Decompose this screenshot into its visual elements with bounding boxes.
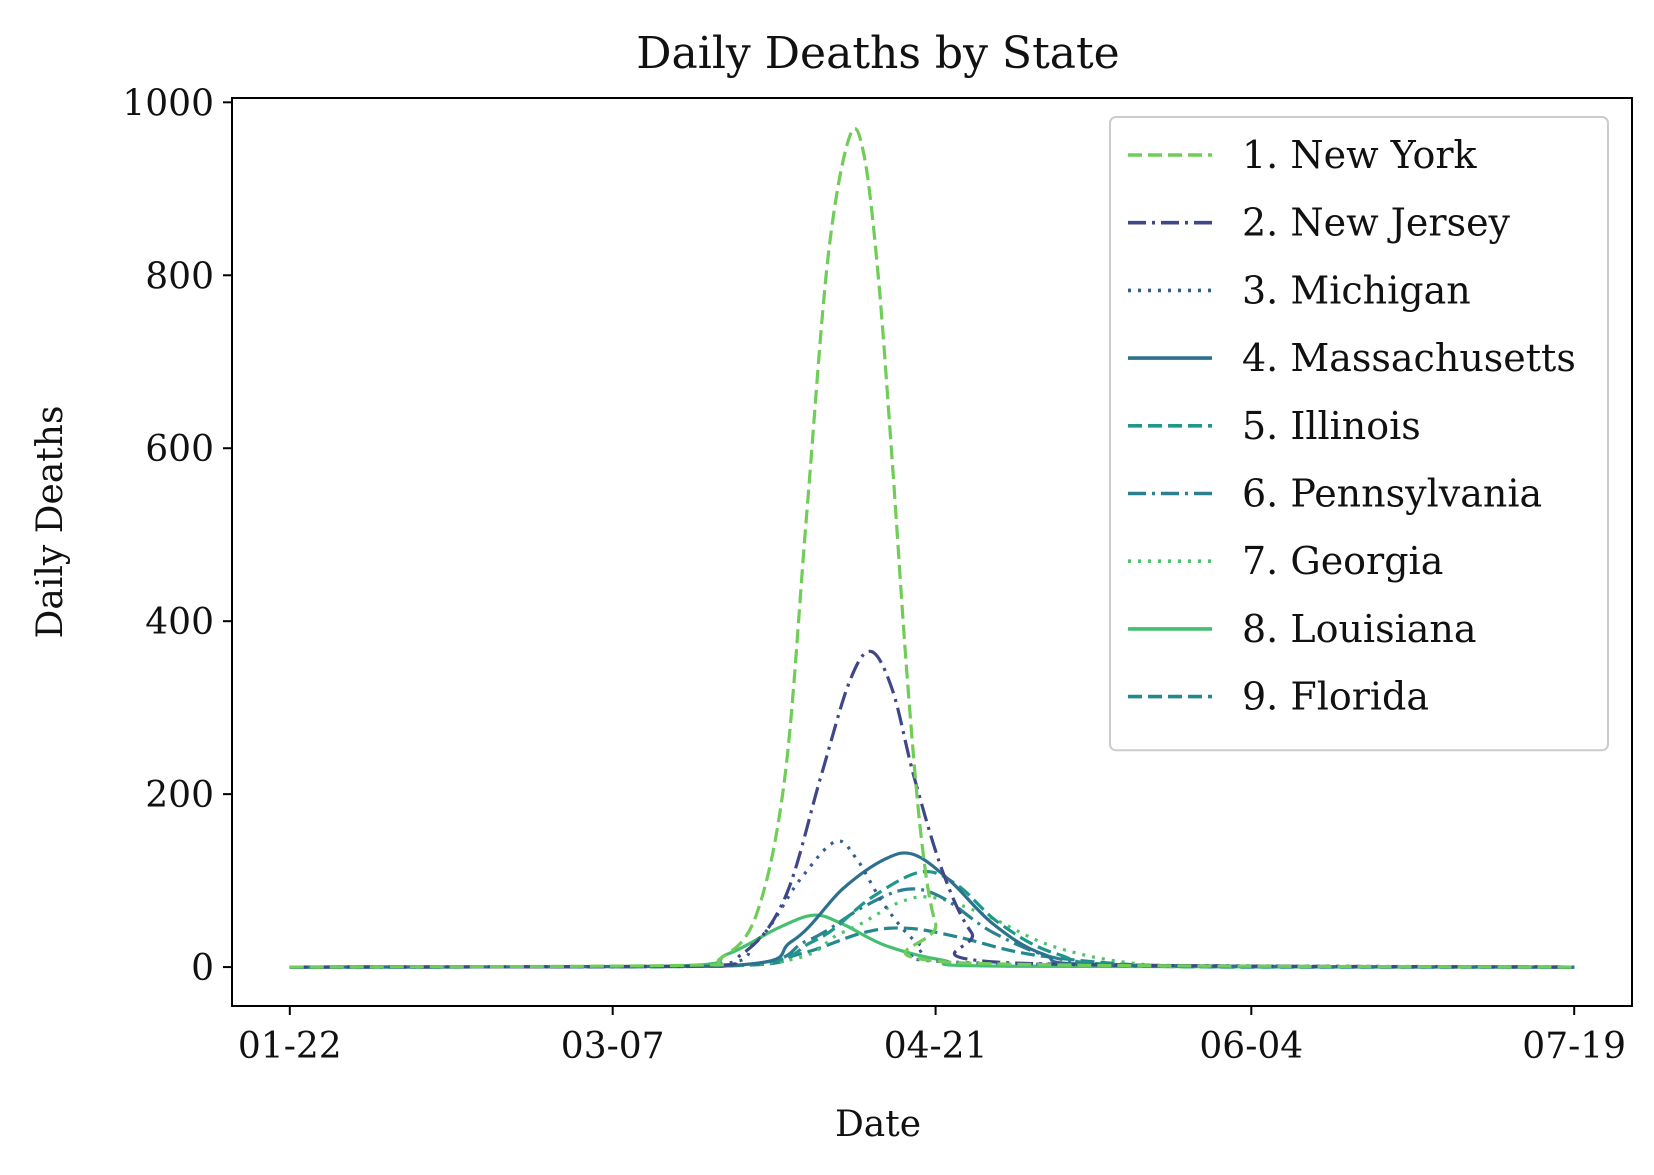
legend-item: 8. Louisiana: [1128, 607, 1477, 651]
series-line-2: [289, 649, 1575, 969]
legend-item: 9. Florida: [1128, 675, 1429, 719]
plot-frame: [231, 97, 1633, 1007]
y-tick-label: 800: [145, 256, 214, 297]
x-tick-label: 06-04: [1199, 1026, 1303, 1067]
legend-item: 6. Pennsylvania: [1128, 472, 1542, 516]
legend-label: 1. New York: [1242, 133, 1478, 177]
legend-label: 2. New Jersey: [1242, 201, 1511, 245]
x-tick-label: 04-21: [884, 1026, 988, 1067]
legend-item: 5. Illinois: [1128, 404, 1421, 448]
x-tick-label: 07-19: [1522, 1026, 1626, 1067]
x-tick-label: 03-07: [561, 1026, 665, 1067]
x-tick-label: 01-22: [238, 1026, 342, 1067]
legend-label: 6. Pennsylvania: [1242, 472, 1542, 516]
legend-label: 5. Illinois: [1242, 404, 1421, 448]
y-tick-label: 1000: [122, 83, 214, 124]
legend-item: 2. New Jersey: [1128, 201, 1511, 245]
legend-label: 7. Georgia: [1242, 539, 1443, 583]
x-axis-label: Date: [835, 1104, 921, 1145]
legend: 1. New York 2. New Jersey 3. Michigan 4. Ma…: [1109, 116, 1609, 752]
series-line-1: [289, 127, 1575, 969]
legend-label: 9. Florida: [1242, 675, 1429, 719]
series-layer: [289, 127, 1575, 969]
legend-label: 4. Massachusetts: [1242, 336, 1576, 380]
y-tick-label: 400: [145, 602, 214, 643]
legend-item: 1. New York: [1128, 133, 1478, 177]
legend-item: 7. Georgia: [1128, 539, 1443, 583]
legend-item: 4. Massachusetts: [1128, 336, 1576, 380]
legend-item: 3. Michigan: [1128, 268, 1471, 312]
y-tick-label: 0: [191, 948, 214, 989]
y-tick-label: 200: [145, 775, 214, 816]
legend-box: [1109, 116, 1609, 752]
axes-layer: 0 200 400 600 800 1000 01-22 03-07 04-21 06-04 07-…: [122, 83, 1633, 1067]
y-tick-label: 600: [145, 429, 214, 470]
legend-label: 8. Louisiana: [1242, 607, 1477, 651]
legend-label: 3. Michigan: [1242, 268, 1471, 312]
chart-title: Daily Deaths by State: [636, 28, 1119, 79]
y-axis-label: Daily Deaths: [30, 406, 71, 639]
